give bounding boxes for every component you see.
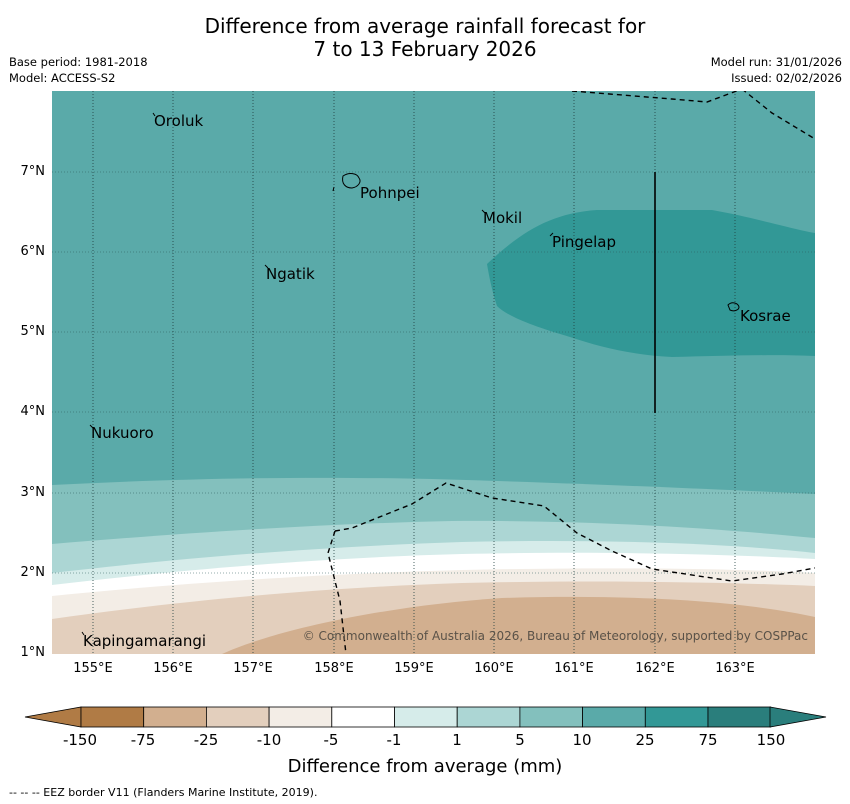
colorbar-cell [519, 706, 583, 728]
pohnpei-island [342, 173, 361, 189]
x-tick: 156°E [153, 661, 193, 676]
y-tick: 1°N [20, 645, 46, 660]
colorbar-cell [143, 706, 207, 728]
colorbar-cell [707, 706, 772, 728]
x-tick: 159°E [394, 661, 434, 676]
colorbar-cell [80, 706, 145, 728]
model-name: Model: ACCESS-S2 [9, 71, 116, 85]
nukuoro-mark [89, 424, 94, 429]
colorbar-label: -150 [62, 731, 98, 749]
pingelap-mark [549, 232, 554, 237]
colorbar-cell [582, 706, 646, 728]
colorbar-title: Difference from average (mm) [287, 756, 563, 777]
colorbar-label: 150 [756, 731, 786, 749]
colorbar-cell [644, 706, 709, 728]
place-label-ngatik: Ngatik [266, 265, 315, 283]
place-label-mokil: Mokil [483, 209, 522, 227]
title-line-2: 7 to 13 February 2026 [313, 37, 537, 61]
rainfall-map: Oroluk Pohnpei Mokil Pingelap Ngatik Kos… [52, 91, 815, 654]
graticule-lat [52, 171, 815, 574]
x-tick: 162°E [635, 661, 675, 676]
y-tick: 3°N [20, 485, 46, 500]
colorbar-label: -1 [386, 731, 402, 749]
colorbar-label: 25 [635, 731, 655, 749]
issued-date: Issued: 02/02/2026 [731, 71, 842, 85]
x-tick: 161°E [554, 661, 594, 676]
place-label-nukuoro: Nukuoro [91, 424, 154, 442]
colorbar-arrow-high [769, 706, 827, 728]
x-tick: 158°E [314, 661, 354, 676]
colorbar [24, 706, 827, 728]
colorbar-label: 10 [572, 731, 592, 749]
y-tick: 4°N [20, 404, 46, 419]
colorbar-cell [331, 706, 395, 728]
x-tick: 157°E [233, 661, 273, 676]
eez-border [327, 91, 815, 654]
place-label-kapingamarangi: Kapingamarangi [83, 632, 206, 650]
band-minus25-minus10 [222, 596, 815, 654]
place-label-kosrae: Kosrae [740, 307, 791, 325]
x-tick: 160°E [474, 661, 514, 676]
kapingamarangi-mark [81, 631, 85, 636]
colorbar-cell [268, 706, 333, 728]
colorbar-cell [456, 706, 521, 728]
y-tick: 6°N [20, 244, 46, 259]
rainfall-map-svg: Oroluk Pohnpei Mokil Pingelap Ngatik Kos… [52, 91, 815, 654]
colorbar-label: -25 [193, 731, 219, 749]
copyright-notice: © Commonwealth of Australia 2026, Bureau… [303, 629, 808, 643]
colorbar-cell [205, 706, 270, 728]
oroluk-mark [152, 112, 156, 117]
x-tick: 163°E [715, 661, 755, 676]
kosrae-island [727, 302, 740, 312]
place-label-pohnpei: Pohnpei [360, 184, 420, 202]
x-tick: 155°E [73, 661, 113, 676]
colorbar-label: 1 [452, 731, 462, 749]
base-period: Base period: 1981-2018 [9, 55, 148, 69]
colorbar-label: -10 [256, 731, 282, 749]
y-tick: 7°N [20, 164, 46, 179]
colorbar-label: 75 [698, 731, 718, 749]
islands [81, 112, 740, 636]
mokil-mark [481, 209, 486, 214]
eez-legend-note: -- -- -- EEZ border V11 (Flanders Marine… [9, 786, 318, 799]
place-label-oroluk: Oroluk [154, 112, 203, 130]
colorbar-label: 5 [515, 731, 525, 749]
title-line-1: Difference from average rainfall forecas… [204, 14, 646, 38]
colorbar-cell [394, 706, 458, 728]
colorbar-arrow-low [24, 706, 82, 728]
y-tick: 2°N [20, 565, 46, 580]
place-label-pingelap: Pingelap [552, 233, 616, 251]
model-run: Model run: 31/01/2026 [710, 55, 842, 69]
y-tick: 5°N [20, 324, 46, 339]
band-75-150 [487, 210, 815, 357]
colorbar-label: -5 [323, 731, 339, 749]
colorbar-label: -75 [130, 731, 156, 749]
pohnpei-islet [332, 186, 335, 192]
ngatik-mark [264, 264, 269, 269]
